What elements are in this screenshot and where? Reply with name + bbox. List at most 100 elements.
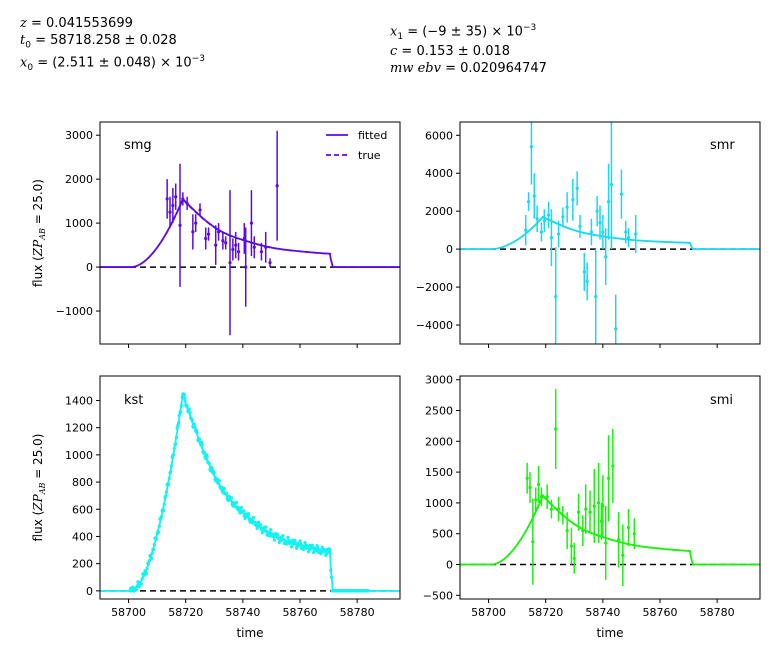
data-point xyxy=(554,294,558,299)
data-point xyxy=(176,423,180,428)
data-point xyxy=(179,410,183,414)
data-point xyxy=(542,219,546,223)
data-point xyxy=(234,243,238,247)
y-tick-label: 0 xyxy=(86,585,93,598)
x-axis-label: time xyxy=(596,626,623,640)
y-tick-label: 500 xyxy=(432,528,453,541)
y-tick-label: 600 xyxy=(72,503,93,516)
param-exponent: −3 xyxy=(191,54,205,64)
data-point xyxy=(581,529,585,533)
data-point xyxy=(252,245,256,249)
data-point xyxy=(601,230,605,234)
data-point xyxy=(156,530,161,534)
y-tick-label: 3000 xyxy=(65,129,93,142)
param-c: c = 0.153 ± 0.018 xyxy=(390,44,510,59)
data-point xyxy=(561,513,565,517)
data-point xyxy=(621,553,625,557)
data-point xyxy=(251,515,256,520)
data-point xyxy=(609,183,614,187)
data-point xyxy=(584,507,588,511)
data-point xyxy=(575,186,579,191)
data-point xyxy=(626,525,631,530)
data-point xyxy=(151,548,156,552)
band-label: smr xyxy=(710,138,735,153)
data-point xyxy=(175,426,179,430)
data-point xyxy=(168,210,172,214)
data-point xyxy=(624,230,628,234)
y-tick-label: 2000 xyxy=(65,173,93,186)
y-tick-label: −2000 xyxy=(416,281,453,294)
y-tick-label: 3000 xyxy=(425,374,453,387)
data-point xyxy=(585,279,589,283)
data-point xyxy=(616,538,621,542)
param-value: = 58718.258 ± 0.028 xyxy=(30,33,177,48)
data-point xyxy=(604,255,608,259)
param-symbol: x xyxy=(20,55,28,71)
data-point xyxy=(528,485,532,490)
y-tick-label: −1000 xyxy=(56,305,93,318)
data-point xyxy=(139,582,144,586)
true-model-curve xyxy=(460,494,760,566)
data-point xyxy=(229,496,234,500)
panel-smg: −1000 0 1000 2000 3000 smg flux (ZPAB = 25.0) f… xyxy=(31,121,401,348)
data-point xyxy=(539,495,544,499)
data-point xyxy=(606,476,611,480)
data-point xyxy=(293,539,297,543)
data-point xyxy=(601,504,605,508)
data-point xyxy=(178,223,182,227)
data-point xyxy=(259,523,263,527)
data-point xyxy=(179,403,184,408)
data-point xyxy=(176,421,181,425)
data-point xyxy=(234,500,239,504)
param-z: z = 0.041553699 xyxy=(20,16,133,31)
fitted-model-curve xyxy=(100,197,400,268)
data-point xyxy=(198,208,202,212)
data-point xyxy=(256,520,261,524)
data-point xyxy=(150,551,154,555)
fitted-model-curve xyxy=(460,215,760,251)
y-tick-label: 1000 xyxy=(425,497,453,510)
x-tick-label: 58760 xyxy=(643,606,678,619)
data-point xyxy=(561,215,565,219)
legend-entry: true xyxy=(358,149,381,162)
data-point xyxy=(276,533,280,537)
x-tick-label: 58760 xyxy=(283,606,318,619)
data-point xyxy=(626,236,631,240)
data-point xyxy=(188,410,192,415)
data-point xyxy=(303,541,307,545)
param-subscript: 1 xyxy=(397,31,404,42)
y-tick-label: 1000 xyxy=(65,217,93,230)
data-point xyxy=(366,589,371,593)
y-tick-label: 1200 xyxy=(65,422,93,435)
x-tick-label: 58720 xyxy=(168,606,203,619)
data-point xyxy=(254,520,258,525)
data-point xyxy=(329,575,334,579)
panel-kst: 0 200 400 600 800 1000 1200 1400 58700 58720 58740… xyxy=(31,375,401,640)
data-point xyxy=(289,545,294,549)
data-point xyxy=(161,508,166,513)
data-point xyxy=(167,476,171,481)
y-axis-label: flux (ZPAB = 25.0) xyxy=(31,179,47,287)
data-point xyxy=(546,213,551,217)
plot-area xyxy=(460,388,760,587)
data-point xyxy=(152,543,156,547)
param-exponent: −3 xyxy=(522,23,537,33)
y-tick-label: 400 xyxy=(72,530,93,543)
data-point xyxy=(216,230,221,234)
data-point xyxy=(204,236,208,241)
band-label: smg xyxy=(124,138,152,153)
data-point xyxy=(190,418,194,422)
data-point xyxy=(281,534,285,538)
data-point xyxy=(231,247,235,252)
x-tick-label: 58720 xyxy=(528,606,563,619)
param-x0: x0 = (2.511 ± 0.048) × 10−3 xyxy=(20,54,205,73)
x-tick-label: 58740 xyxy=(225,606,260,619)
data-point xyxy=(569,544,574,548)
data-point xyxy=(162,502,166,506)
y-tick-label: 1400 xyxy=(65,394,93,407)
data-point xyxy=(224,491,229,495)
data-point xyxy=(271,532,275,536)
data-point xyxy=(147,559,151,563)
y-axis-label: flux (ZPAB = 25.0) xyxy=(31,434,47,542)
param-symbol: z xyxy=(20,16,27,31)
